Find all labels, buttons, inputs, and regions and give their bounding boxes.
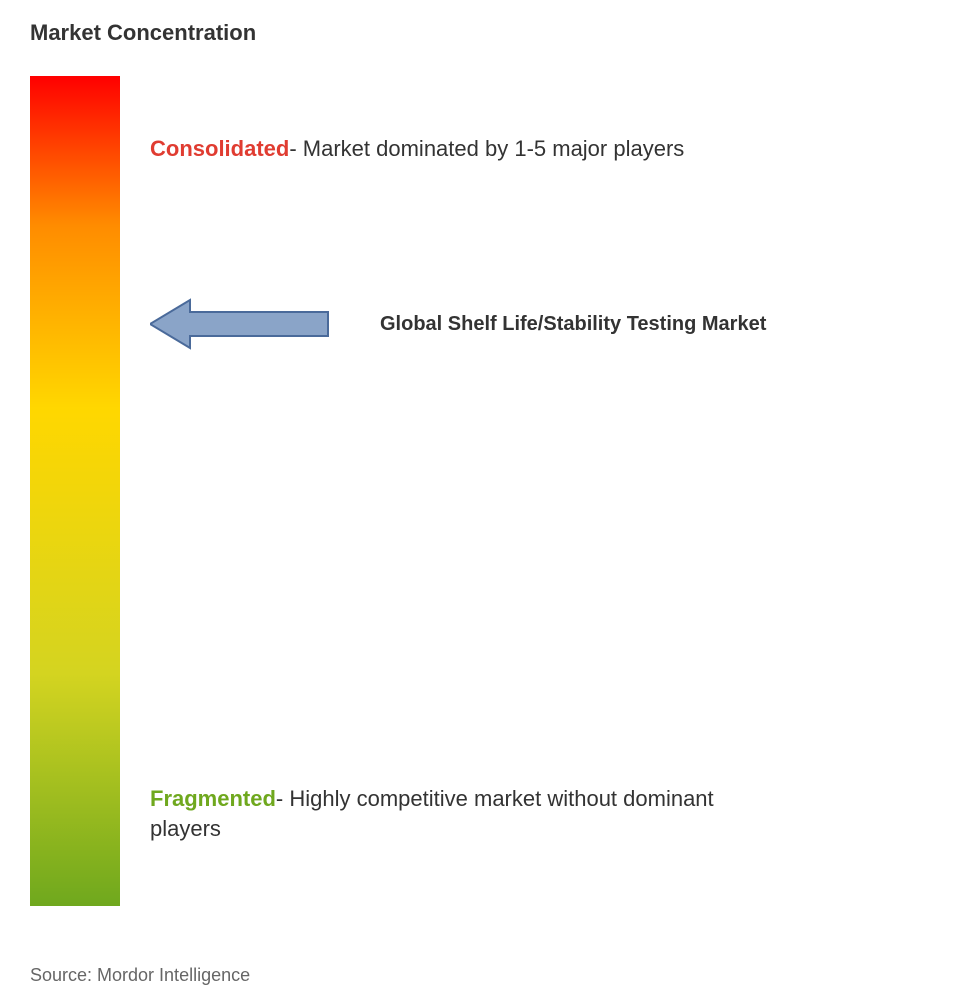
market-indicator: Global Shelf Life/Stability Testing Mark… [150,296,766,352]
fragmented-label: Fragmented [150,786,276,811]
consolidated-description: - Market dominated by 1-5 major players [289,136,684,161]
chart-title: Market Concentration [30,20,933,46]
market-label: Global Shelf Life/Stability Testing Mark… [380,313,766,336]
arrow-left-icon [150,296,330,352]
labels-column: Consolidated- Market dominated by 1-5 ma… [150,76,933,906]
fragmented-block: Fragmented- Highly competitive market wi… [150,786,913,842]
source-attribution: Source: Mordor Intelligence [30,965,250,986]
consolidated-label: Consolidated [150,136,289,161]
fragmented-description-line2: players [150,816,913,842]
consolidated-block: Consolidated- Market dominated by 1-5 ma… [150,136,913,162]
chart-area: Consolidated- Market dominated by 1-5 ma… [30,76,933,906]
gradient-bar [30,76,120,906]
fragmented-description: - Highly competitive market without domi… [276,786,714,811]
